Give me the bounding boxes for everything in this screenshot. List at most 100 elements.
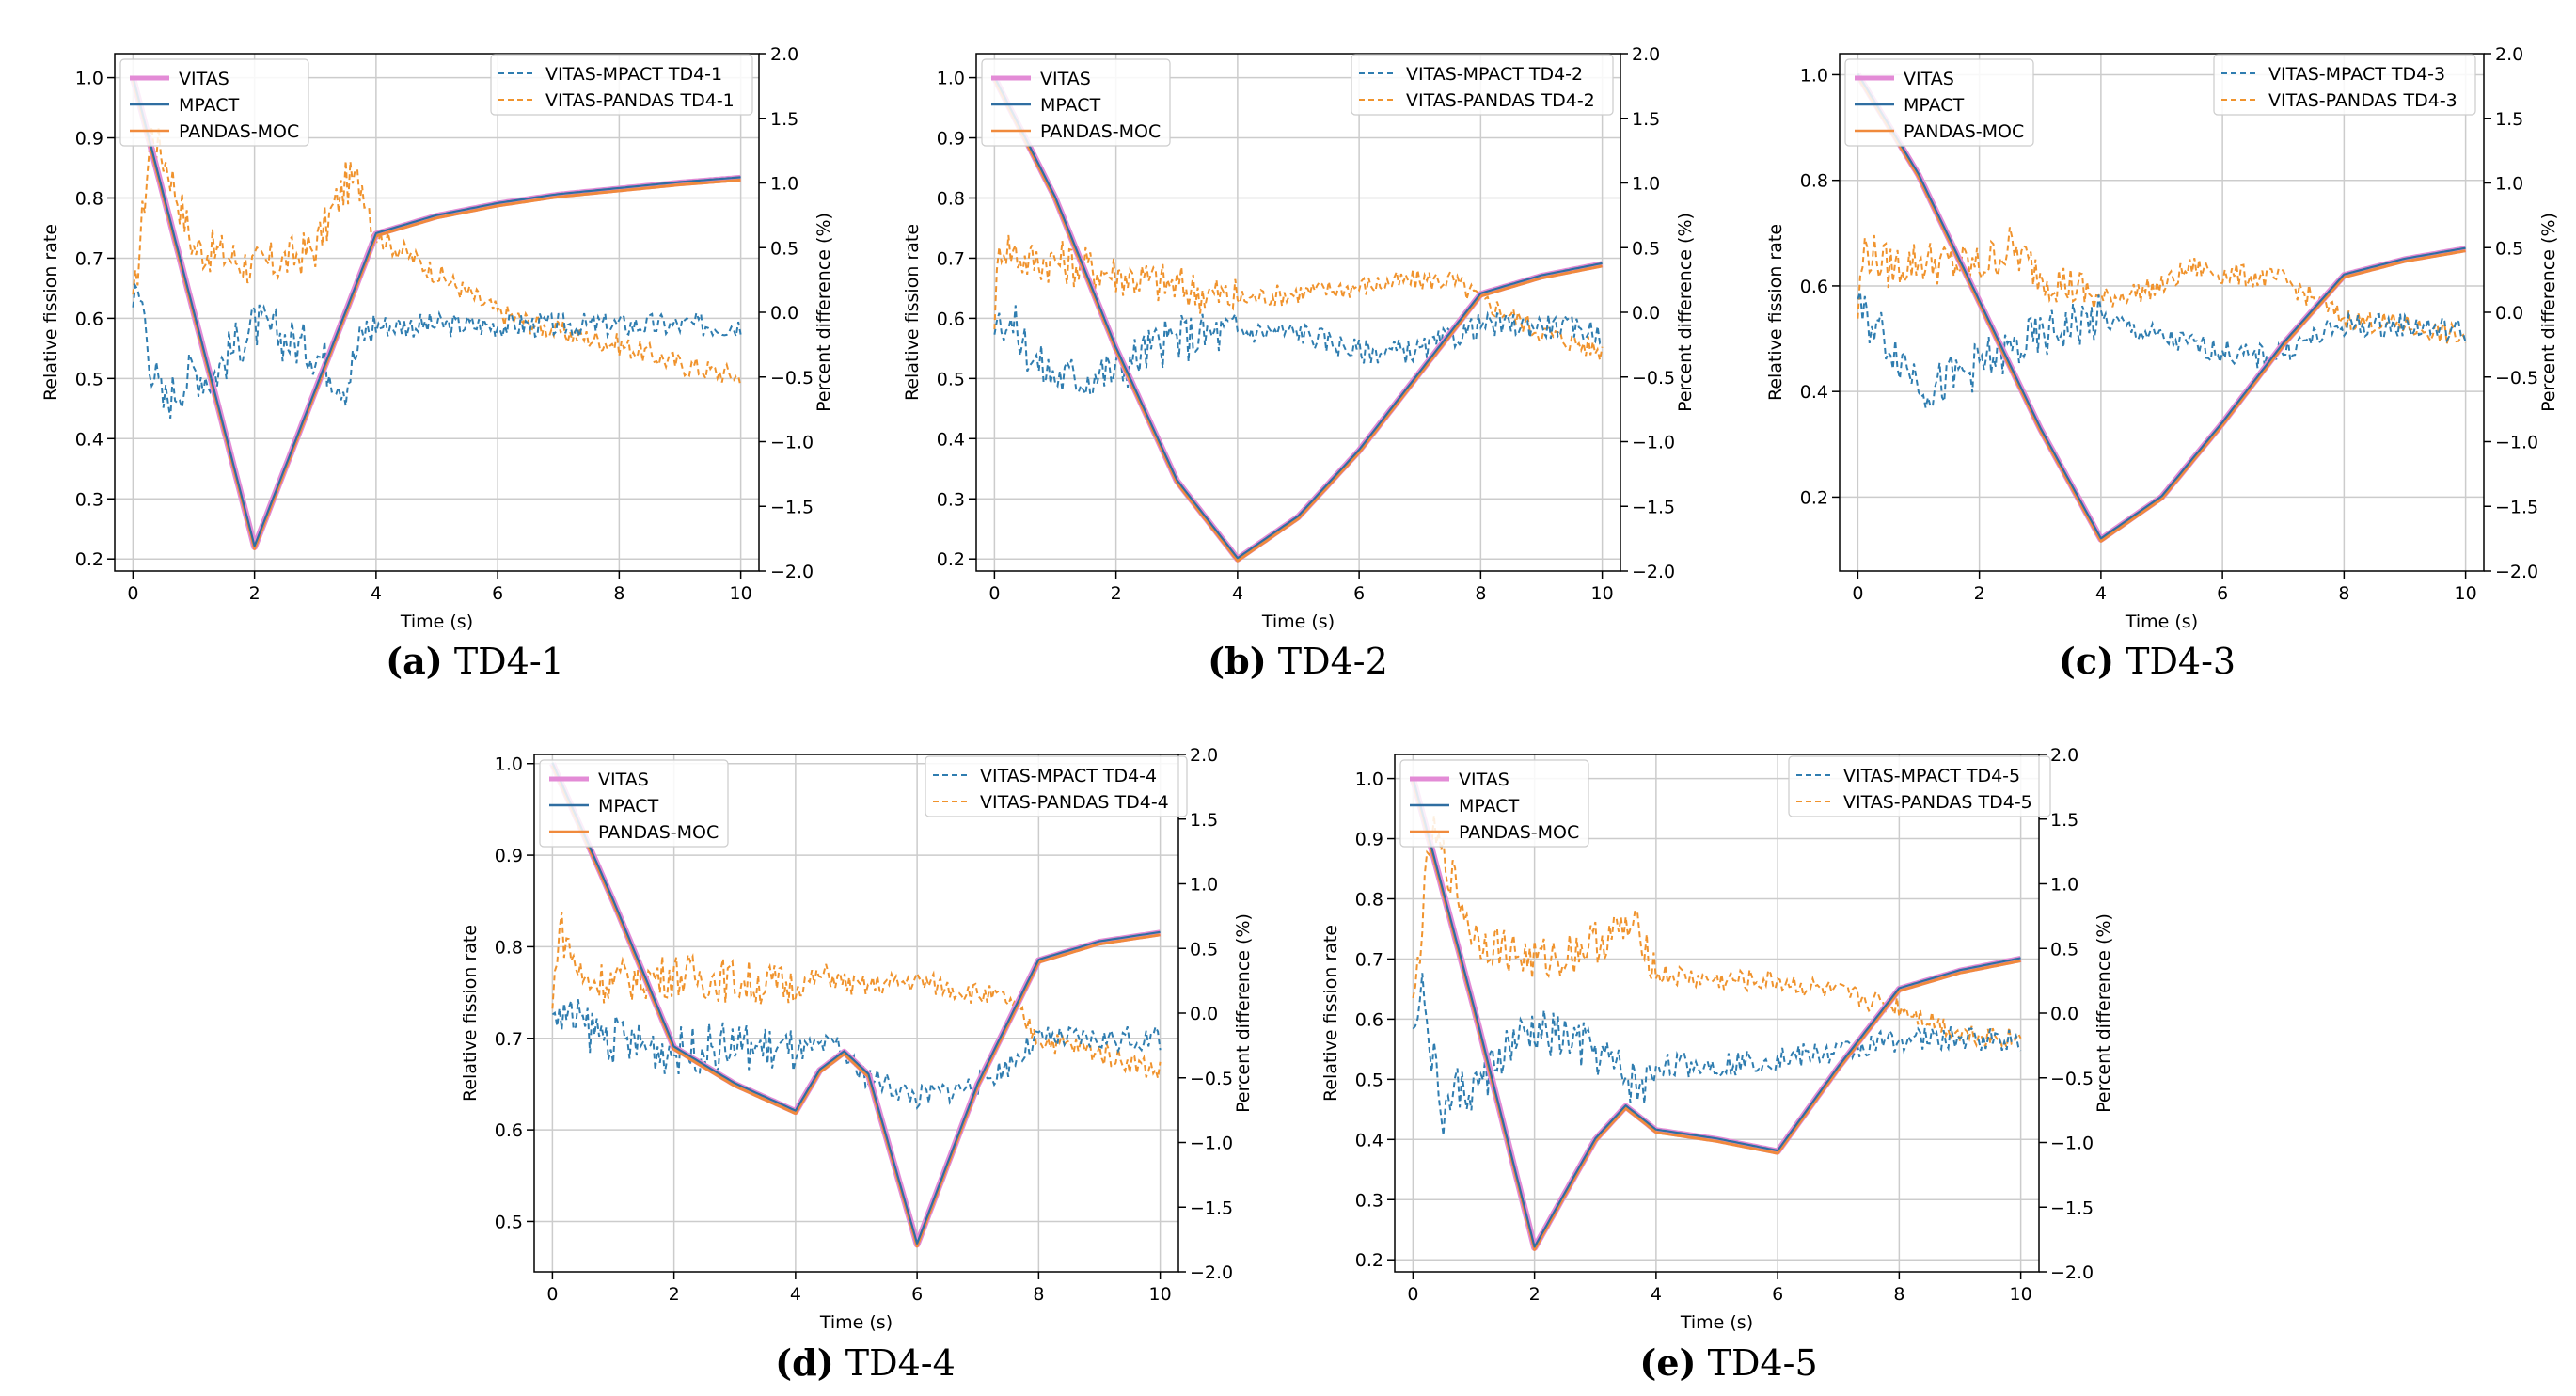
legend-box-left <box>539 759 729 848</box>
y-tick-label: 1.0 <box>75 69 103 89</box>
legend-box-left <box>981 58 1171 147</box>
x-tick-label: 8 <box>613 583 624 604</box>
y-tick-label: 0.9 <box>937 129 965 150</box>
panel-td4-4: 0 2 4 6 8 10 0.5 0.6 0.7 0.8 0.9 1.0 −2.0 −1.5 −1.0 −0.… <box>460 745 1254 1333</box>
x-tick-label: 0 <box>1852 583 1863 604</box>
x-tick-label: 4 <box>2095 583 2107 604</box>
caption-c: (c) TD4-3 <box>2059 640 2236 682</box>
legend-box-left <box>119 58 309 147</box>
y2-axis-label: Percent difference (%) <box>1233 913 1254 1113</box>
x-tick-label: 10 <box>1149 1284 1172 1305</box>
panel-td4-2: 0 2 4 6 8 10 0.2 0.3 0.4 0.5 0.6 0.7 0.8 0.9 1.0 −2.0 −1… <box>902 44 1696 632</box>
x-axis-label: Time (s) <box>2125 611 2198 632</box>
series-pandas-moc <box>1411 780 2021 1251</box>
y-tick-label: 0.6 <box>1355 1009 1383 1030</box>
plot-frame <box>114 53 760 572</box>
series-vitas-pandas-diff <box>132 126 742 388</box>
x-tick-label: 6 <box>911 1284 923 1305</box>
y-axis-label: Relative fission rate <box>1765 224 1786 401</box>
legend-box-right <box>2213 54 2476 116</box>
y-tick-label: 0.6 <box>937 309 965 329</box>
x-tick-label: 10 <box>730 583 752 604</box>
y2-tick-label: 0.5 <box>770 238 798 259</box>
legend-label: PANDAS-MOC <box>1459 822 1579 843</box>
y-tick-label: 0.6 <box>1800 277 1828 297</box>
plot-frame <box>1394 754 2040 1273</box>
y2-tick-label: 0.0 <box>1632 303 1660 324</box>
plot-frame <box>533 754 1179 1273</box>
y2-tick-label: 1.0 <box>2050 875 2078 896</box>
plot-frame <box>975 53 1621 572</box>
legend-label: VITAS <box>1040 69 1091 89</box>
legend-label: VITAS <box>179 69 229 89</box>
legend-label: VITAS-PANDAS TD4-4 <box>980 792 1169 813</box>
y2-tick-label: −2.0 <box>2495 562 2538 582</box>
y-tick-label: 0.7 <box>937 248 965 269</box>
y2-tick-label: −0.5 <box>2050 1069 2094 1089</box>
y2-tick-label: −1.5 <box>2050 1198 2094 1218</box>
y2-tick-label: 1.0 <box>770 174 798 195</box>
series-vitas-pandas-diff <box>1412 815 2022 1051</box>
series-vitas <box>130 76 741 550</box>
y2-tick-label: −2.0 <box>2050 1262 2094 1283</box>
legend-label: VITAS <box>1459 769 1509 790</box>
y2-tick-label: 2.0 <box>2050 745 2078 766</box>
legend-label: VITAS-PANDAS TD4-2 <box>1406 90 1595 111</box>
y-tick-label: 0.6 <box>75 309 103 329</box>
y2-tick-label: −2.0 <box>1190 1262 1233 1283</box>
y2-tick-label: 0.0 <box>1190 1004 1218 1024</box>
panel-td4-5: 0 2 4 6 8 10 0.2 0.3 0.4 0.5 0.6 0.7 0.8 0.9 1.0 −2.0 −1… <box>1320 745 2114 1333</box>
y2-tick-label: 0.0 <box>770 303 798 324</box>
x-tick-label: 0 <box>546 1284 558 1305</box>
y-tick-label: 0.2 <box>1800 487 1828 508</box>
y-tick-label: 0.3 <box>937 489 965 510</box>
legend-label: MPACT <box>1904 95 1965 116</box>
x-tick-label: 2 <box>1111 583 1122 604</box>
y2-tick-label: −1.5 <box>1190 1198 1233 1218</box>
legend-box-right <box>925 755 1188 817</box>
y2-tick-label: 1.5 <box>1632 109 1660 130</box>
y-tick-label: 0.6 <box>495 1120 523 1141</box>
y2-tick-label: −1.0 <box>2495 433 2538 453</box>
caption-e: (e) TD4-5 <box>1639 1341 1817 1384</box>
x-axis-label: Time (s) <box>400 611 473 632</box>
panel-td4-1: 0 2 4 6 8 10 0.2 0.3 0.4 0.5 0.6 0.7 0.8 0.9 1.0 −2.0 −1… <box>40 44 834 632</box>
y-tick-label: 0.5 <box>937 369 965 389</box>
y-axis-label: Relative fission rate <box>1320 925 1341 1102</box>
legend-box-right <box>490 54 753 116</box>
y2-tick-label: 1.5 <box>770 109 798 130</box>
series-mpact <box>993 76 1603 560</box>
legend-label: MPACT <box>1040 95 1101 116</box>
legend-label: VITAS-PANDAS TD4-3 <box>2268 90 2457 111</box>
legend-box-left <box>1844 58 2034 147</box>
series-vitas-mpact-diff <box>551 999 1162 1111</box>
y2-tick-label: −1.0 <box>1190 1134 1233 1154</box>
y-tick-label: 0.8 <box>1355 889 1383 910</box>
legend-label: PANDAS-MOC <box>1904 121 2024 142</box>
y2-tick-label: −1.0 <box>770 433 814 453</box>
y-tick-label: 0.3 <box>75 489 103 510</box>
y2-tick-label: 1.0 <box>1190 875 1218 896</box>
y2-tick-label: 2.0 <box>2495 44 2523 65</box>
y-tick-label: 0.3 <box>1355 1190 1383 1211</box>
y2-tick-label: −2.0 <box>770 562 814 582</box>
y-tick-label: 0.7 <box>495 1029 523 1050</box>
y2-axis-label: Percent difference (%) <box>2094 913 2114 1113</box>
y-tick-label: 0.8 <box>1800 171 1828 192</box>
y-tick-label: 0.5 <box>495 1212 523 1232</box>
y-tick-label: 0.2 <box>937 549 965 570</box>
y-axis-label: Relative fission rate <box>460 925 481 1102</box>
series-pandas-moc <box>993 78 1603 563</box>
caption-b: (b) TD4-2 <box>1208 640 1388 682</box>
y-tick-label: 0.9 <box>1355 830 1383 850</box>
y2-tick-label: −0.5 <box>770 368 814 389</box>
x-tick-label: 4 <box>790 1284 801 1305</box>
y-tick-label: 0.4 <box>1355 1130 1383 1150</box>
y2-tick-label: −1.0 <box>2050 1134 2094 1154</box>
y-tick-label: 1.0 <box>1800 65 1828 86</box>
y-tick-label: 0.8 <box>75 188 103 209</box>
y2-tick-label: 1.5 <box>2495 109 2523 130</box>
x-tick-label: 8 <box>2338 583 2349 604</box>
y-tick-label: 0.2 <box>75 549 103 570</box>
x-tick-label: 6 <box>1353 583 1365 604</box>
